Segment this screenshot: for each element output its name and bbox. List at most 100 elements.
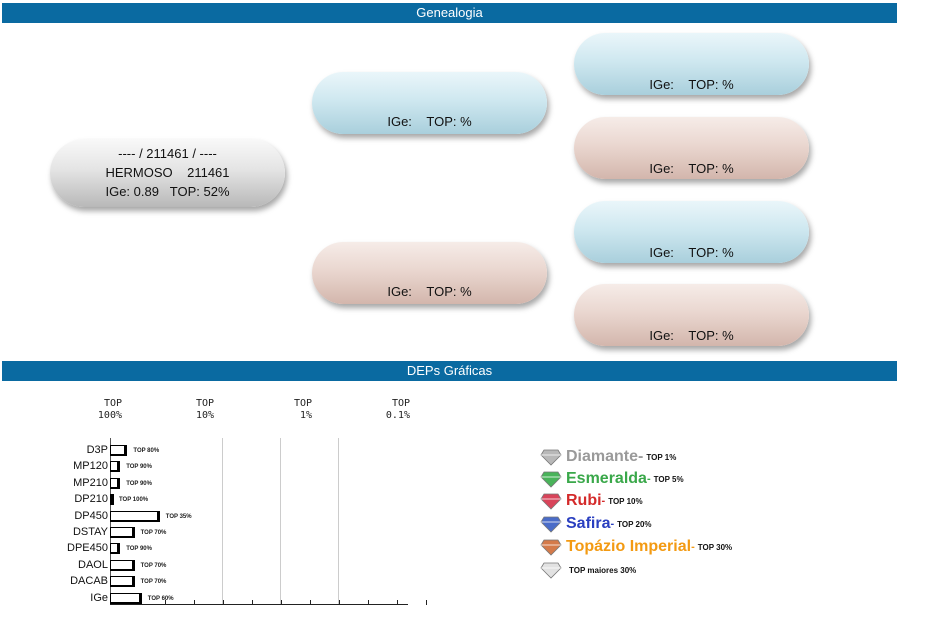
animal-node-sire-dam[interactable]: IGe: TOP: % (574, 117, 809, 179)
legend-dash: - (646, 473, 651, 485)
dep-category-label: D3P (86, 444, 108, 456)
sire-ige: IGe: (387, 114, 412, 129)
gem-icon (540, 539, 562, 556)
sire-sire-stats: IGe: TOP: % (574, 75, 809, 94)
legend-top-range: TOP maiores 30% (569, 565, 637, 575)
root-name-line: HERMOSO 211461 (50, 163, 285, 182)
dam-ige: IGe: (387, 284, 412, 299)
sire-dam-ige: IGe: (649, 161, 674, 176)
dep-category-label: DP450 (74, 509, 108, 522)
gem-icon (540, 562, 562, 579)
dep-bar (110, 510, 160, 522)
sire-sire-ige: IGe: (649, 77, 674, 92)
root-stats-line: IGe: 0.89 TOP: 52% (50, 182, 285, 201)
legend-gem-name: Rubi (566, 492, 602, 509)
root-ige: IGe: 0.89 (105, 184, 159, 199)
sire-dam-top: TOP: % (688, 161, 734, 176)
animal-node-sire-sire[interactable]: IGe: TOP: % (574, 33, 809, 95)
chart-x-tick (194, 600, 195, 605)
dep-category-label: MP120 (73, 460, 108, 473)
legend-top-range: TOP 20% (617, 519, 652, 529)
dep-top-label: TOP 70% (140, 562, 167, 569)
legend-gem-name: Topázio Imperial (566, 538, 692, 555)
legend-gem-name: Esmeralda (566, 470, 647, 487)
dep-category-label: DACAB (70, 575, 108, 588)
dep-top-label: TOP 100% (119, 497, 149, 504)
chart-x-tick (310, 600, 311, 605)
chart-gridline (280, 438, 281, 604)
genealogy-header: Genealogia (2, 3, 897, 23)
top-axis-label: TOP 1% (293, 398, 312, 421)
dep-bar (110, 559, 135, 571)
gem-icon (540, 471, 562, 488)
sire-sire-top: TOP: % (688, 77, 734, 92)
dep-bar (110, 592, 142, 604)
gem-icon (540, 516, 562, 533)
gem-icon (540, 449, 562, 466)
chart-x-tick (339, 600, 340, 605)
dam-sire-ige: IGe: (649, 245, 674, 260)
animal-node-sire[interactable]: IGe: TOP: % (312, 72, 547, 134)
dep-category-label: DAOL (78, 558, 108, 571)
animal-node-root[interactable]: ---- / 211461 / ---- HERMOSO 211461 IGe:… (50, 139, 285, 207)
dep-bar (110, 445, 128, 456)
dep-category-label: DSTAY (72, 526, 108, 538)
legend-dash: - (691, 541, 695, 553)
top-axis-label: TOP 100% (97, 398, 122, 421)
dep-category-label: MP210 (73, 476, 108, 489)
chart-x-tick (397, 600, 398, 605)
chart-x-axis (110, 604, 408, 605)
gem-icon (540, 493, 562, 510)
root-id: 211461 (187, 165, 230, 180)
top-axis-label: TOP 0.1% (385, 398, 410, 421)
dep-category-label: DP210 (74, 493, 108, 506)
dam-sire-stats: IGe: TOP: % (574, 243, 809, 262)
dam-dam-ige: IGe: (649, 328, 674, 343)
legend-dash: - (610, 518, 615, 530)
deps-header: DEPs Gráficas (2, 361, 897, 381)
chart-x-tick (223, 600, 224, 605)
top-axis-label: TOP 10% (195, 398, 214, 421)
legend-top-range: TOP 10% (608, 496, 643, 506)
dep-bar (110, 543, 121, 555)
root-name: HERMOSO (105, 165, 173, 180)
legend-top-range: TOP 30% (697, 542, 733, 552)
animal-node-dam-sire[interactable]: IGe: TOP: % (574, 201, 809, 263)
dep-bar (110, 461, 121, 473)
legend-dash: - (601, 495, 606, 507)
dep-top-label: TOP 70% (140, 579, 167, 586)
root-top: TOP: 52% (169, 184, 230, 199)
chart-x-tick (368, 600, 369, 605)
dep-bar (110, 527, 135, 538)
dep-category-label: DPE450 (67, 542, 108, 555)
legend-top-range: TOP 1% (646, 452, 677, 462)
dep-top-label: TOP 35% (165, 513, 192, 520)
dep-top-label: TOP 80% (133, 448, 160, 454)
sire-top: TOP: % (426, 114, 472, 129)
legend-gem-name: Diamante (566, 448, 639, 465)
legend-item: Topázio Imperial - TOP 30% (540, 538, 732, 556)
dam-sire-top: TOP: % (688, 245, 734, 260)
animal-node-dam-dam[interactable]: IGe: TOP: % (574, 284, 809, 346)
chart-gridline (222, 438, 223, 604)
chart-x-tick (281, 600, 282, 605)
legend-gem-name: Safira (566, 515, 611, 532)
chart-x-tick (252, 600, 253, 605)
legend-dash: - (638, 448, 644, 465)
dep-top-label: TOP 90% (126, 546, 152, 553)
legend-item: Rubi - TOP 10% (540, 492, 643, 510)
dep-top-label: TOP 70% (140, 530, 167, 536)
dep-top-label: TOP 90% (126, 464, 152, 471)
sire-dam-stats: IGe: TOP: % (574, 159, 809, 178)
legend-item: Safira - TOP 20% (540, 515, 652, 533)
chart-gridline (338, 438, 339, 604)
legend-item: Diamante - TOP 1% (540, 448, 676, 466)
sire-stats: IGe: TOP: % (312, 112, 547, 131)
animal-node-dam[interactable]: IGe: TOP: % (312, 242, 547, 304)
dep-bar (110, 576, 135, 588)
dep-top-label: TOP 60% (147, 595, 174, 602)
dep-top-label: TOP 90% (126, 480, 152, 487)
root-parents-line: ---- / 211461 / ---- (118, 146, 217, 161)
legend-top-range: TOP 5% (653, 474, 684, 484)
legend-item: TOP maiores 30% (540, 561, 636, 579)
